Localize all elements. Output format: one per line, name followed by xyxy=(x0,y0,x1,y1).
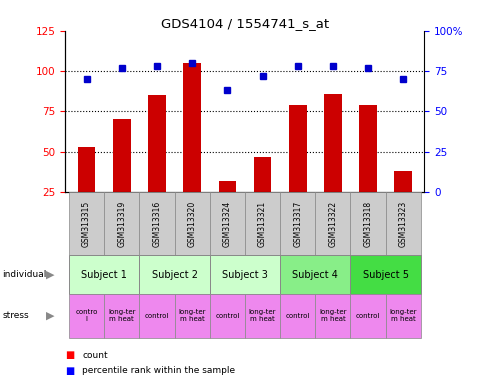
Bar xyxy=(113,119,130,232)
Text: contro
l: contro l xyxy=(75,310,98,322)
Text: GSM313323: GSM313323 xyxy=(398,200,407,247)
Text: Subject 3: Subject 3 xyxy=(222,270,267,280)
Text: GSM313321: GSM313321 xyxy=(257,200,267,247)
Text: Subject 1: Subject 1 xyxy=(81,270,127,280)
Bar xyxy=(174,294,209,338)
Bar xyxy=(69,255,139,294)
Bar xyxy=(244,192,280,255)
Bar xyxy=(148,95,166,232)
Bar xyxy=(393,171,411,232)
Bar xyxy=(77,147,95,232)
Bar xyxy=(288,105,306,232)
Text: control: control xyxy=(144,313,169,319)
Text: GSM313316: GSM313316 xyxy=(152,200,161,247)
Text: long-ter
m heat: long-ter m heat xyxy=(389,310,416,322)
Text: GSM313319: GSM313319 xyxy=(117,200,126,247)
Bar xyxy=(350,192,385,255)
Bar xyxy=(359,105,376,232)
Bar xyxy=(253,157,271,232)
Text: stress: stress xyxy=(2,311,29,320)
Text: GSM313320: GSM313320 xyxy=(187,200,196,247)
Bar xyxy=(350,255,420,294)
Bar xyxy=(385,294,420,338)
Text: GSM313324: GSM313324 xyxy=(222,200,231,247)
Text: long-ter
m heat: long-ter m heat xyxy=(108,310,135,322)
Text: Subject 4: Subject 4 xyxy=(292,270,337,280)
Bar xyxy=(139,294,174,338)
Text: GSM313315: GSM313315 xyxy=(82,200,91,247)
Bar xyxy=(183,63,200,232)
Text: ▶: ▶ xyxy=(46,311,55,321)
Bar xyxy=(280,255,350,294)
Text: GSM313318: GSM313318 xyxy=(363,200,372,247)
Bar xyxy=(104,192,139,255)
Bar xyxy=(218,181,236,232)
Text: long-ter
m heat: long-ter m heat xyxy=(318,310,346,322)
Bar xyxy=(69,192,104,255)
Bar xyxy=(244,294,280,338)
Text: ■: ■ xyxy=(65,350,75,360)
Bar xyxy=(315,192,350,255)
Bar xyxy=(209,255,280,294)
Text: Subject 5: Subject 5 xyxy=(362,270,408,280)
Bar xyxy=(209,192,244,255)
Bar xyxy=(174,192,209,255)
Text: Subject 2: Subject 2 xyxy=(151,270,197,280)
Title: GDS4104 / 1554741_s_at: GDS4104 / 1554741_s_at xyxy=(161,17,328,30)
Bar xyxy=(69,294,104,338)
Bar xyxy=(104,294,139,338)
Bar xyxy=(280,294,315,338)
Text: long-ter
m heat: long-ter m heat xyxy=(178,310,206,322)
Bar xyxy=(280,192,315,255)
Text: ▶: ▶ xyxy=(46,270,55,280)
Text: control: control xyxy=(355,313,379,319)
Bar xyxy=(385,192,420,255)
Bar xyxy=(139,192,174,255)
Text: GSM313317: GSM313317 xyxy=(293,200,302,247)
Text: GSM313322: GSM313322 xyxy=(328,200,337,247)
Bar xyxy=(350,294,385,338)
Text: individual: individual xyxy=(2,270,46,279)
Bar xyxy=(323,94,341,232)
Bar xyxy=(139,255,209,294)
Bar xyxy=(209,294,244,338)
Text: control: control xyxy=(285,313,309,319)
Text: long-ter
m heat: long-ter m heat xyxy=(248,310,276,322)
Text: ■: ■ xyxy=(65,366,75,376)
Text: count: count xyxy=(82,351,108,360)
Text: percentile rank within the sample: percentile rank within the sample xyxy=(82,366,235,375)
Bar xyxy=(315,294,350,338)
Text: control: control xyxy=(215,313,239,319)
